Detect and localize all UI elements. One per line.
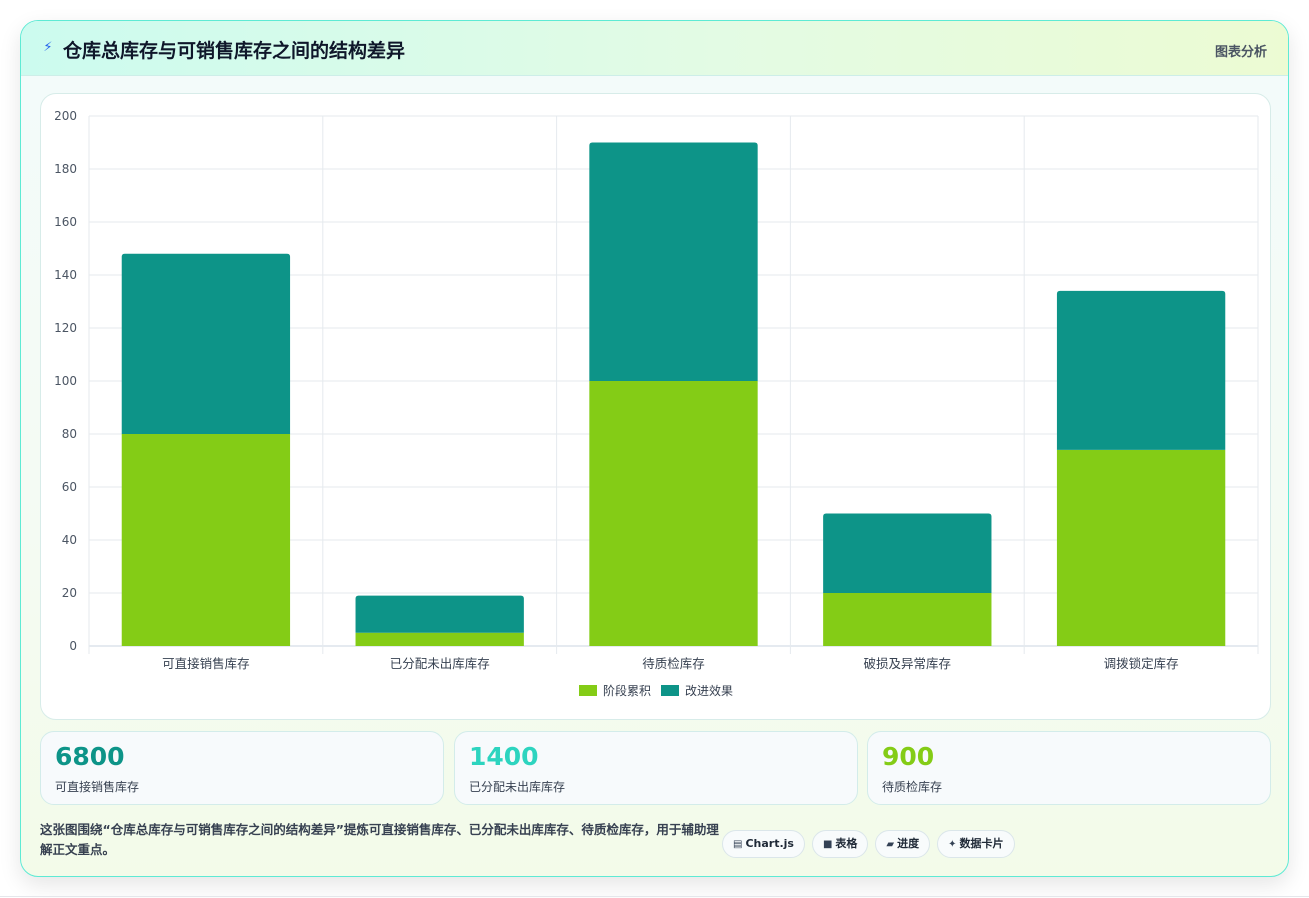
chip-table[interactable]: ■ 表格	[811, 830, 869, 858]
bar-improvement-effect	[589, 142, 758, 381]
chip-label: 进度	[897, 837, 920, 850]
y-tick-label: 180	[54, 162, 77, 176]
chip-row: ▤ Chart.js ■ 表格 ▰ 进度 ✦ 数据卡片	[722, 830, 1022, 858]
stacked-bar-chart: 0 20 40 60 80 100 120 140 160 180 200 可直接销售库存 已分配未出库…	[54, 109, 1259, 698]
bar-stage-accumulation	[1056, 449, 1226, 646]
chart-description: 这张图围绕“仓库总库存与可销售库存之间的结构差异”提炼可直接销售库存、已分配未出…	[40, 822, 719, 857]
stat-label: 可直接销售库存	[55, 780, 140, 794]
bar-stage-accumulation	[355, 632, 524, 646]
sparkle-icon: ✦	[948, 839, 957, 850]
bar-improvement-effect	[823, 513, 992, 593]
chip-chartjs[interactable]: ▤ Chart.js	[722, 830, 805, 858]
chart-card: ⚡ 仓库总库存与可销售库存之间的结构差异 图表分析 0 20 40 60 80 100 12…	[20, 20, 1289, 877]
legend-swatch	[661, 685, 679, 696]
bar-improvement-effect	[1056, 290, 1226, 450]
table-icon: ■	[822, 839, 833, 850]
y-tick-label: 40	[62, 533, 77, 547]
card-header: ⚡ 仓库总库存与可销售库存之间的结构差异 图表分析	[21, 21, 1288, 76]
chart-analysis-tag: 图表分析	[1214, 45, 1267, 60]
x-tick-label: 已分配未出库库存	[390, 656, 490, 671]
lightning-icon: ⚡	[43, 40, 53, 55]
chip-label: 数据卡片	[959, 837, 1004, 850]
stat-label: 已分配未出库库存	[469, 780, 566, 794]
chart-panel: 0 20 40 60 80 100 120 140 160 180 200 可直接销售库存 已分配未出库…	[40, 93, 1271, 720]
y-tick-label: 60	[62, 480, 77, 494]
stat-value: 900	[882, 742, 935, 771]
stat-card-1: 6800 可直接销售库存	[40, 731, 444, 805]
stat-label: 待质检库存	[882, 780, 943, 794]
bar-stage-accumulation	[121, 434, 291, 646]
y-tick-label: 0	[69, 639, 77, 653]
y-tick-label: 200	[54, 109, 77, 123]
legend-label: 阶段累积	[603, 683, 651, 698]
legend-swatch	[579, 685, 597, 696]
chip-progress[interactable]: ▰ 进度	[875, 830, 931, 858]
bar-improvement-effect	[121, 253, 291, 434]
y-tick-label: 20	[62, 586, 77, 600]
y-tick-label: 140	[54, 268, 77, 282]
stat-value: 1400	[469, 742, 539, 771]
stat-card-3: 900 待质检库存	[867, 731, 1271, 805]
chip-label: 表格	[835, 837, 858, 850]
y-tick-label: 120	[54, 321, 77, 335]
legend-label: 改进效果	[685, 683, 733, 698]
y-tick-label: 160	[54, 215, 77, 229]
x-tick-label: 待质检库存	[642, 656, 705, 671]
bar-improvement-effect	[355, 595, 524, 633]
y-tick-label: 100	[54, 374, 77, 388]
bar-stage-accumulation	[823, 593, 992, 646]
page-title: 仓库总库存与可销售库存之间的结构差异	[63, 40, 406, 62]
page-bottom-divider	[0, 896, 1309, 897]
progress-icon: ▰	[886, 839, 895, 850]
bar-stage-accumulation	[589, 381, 758, 646]
stat-value: 6800	[55, 742, 125, 771]
x-tick-label: 调拨锁定库存	[1104, 656, 1179, 671]
chart-icon: ▤	[733, 839, 743, 850]
x-tick-label: 可直接销售库存	[162, 656, 250, 671]
chip-data-card[interactable]: ✦ 数据卡片	[937, 830, 1015, 858]
stat-card-2: 1400 已分配未出库库存	[454, 731, 858, 805]
y-tick-label: 80	[62, 427, 77, 441]
chip-label: Chart.js	[745, 837, 794, 850]
x-tick-label: 破损及异常库存	[864, 656, 952, 671]
